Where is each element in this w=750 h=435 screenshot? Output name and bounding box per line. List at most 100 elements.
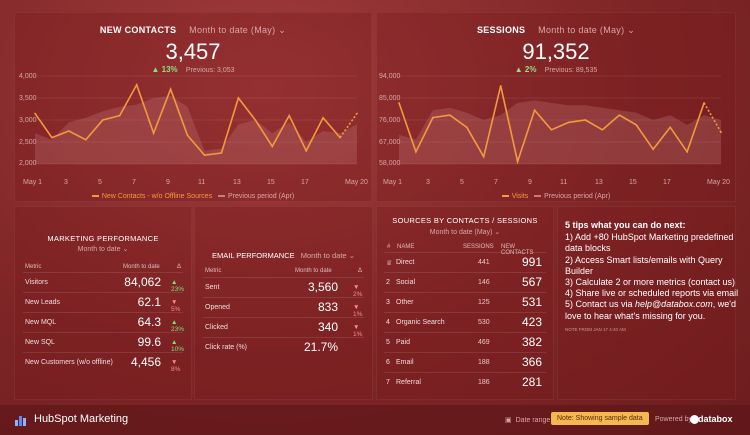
source-contacts: 281 — [521, 375, 542, 389]
calendar-icon: ▣ — [505, 417, 512, 424]
triangle-up-icon: ▲ — [514, 65, 523, 74]
data-point — [135, 84, 138, 86]
sources-panel: SOURCES BY CONTACTS / SESSIONS Month to … — [376, 206, 554, 400]
header-contacts: NEW CONTACTS — [501, 244, 534, 256]
data-point — [169, 88, 172, 90]
tip-item: 2) Access Smart lists/emails with Query … — [565, 254, 723, 276]
source-name: Social — [396, 279, 416, 286]
new-contacts-chart — [34, 75, 358, 165]
tips-title: 5 tips what you can do next: — [565, 220, 686, 230]
databox-logo-icon — [690, 415, 699, 424]
legend-current: New Contacts - w/o Offline Sources — [101, 193, 213, 200]
data-point — [356, 112, 358, 115]
table-row: Visitors 84,062 ▲ 23% — [23, 272, 184, 293]
header-idx: # — [387, 244, 391, 250]
legend-swatch-previous — [534, 195, 542, 198]
legend-swatch-current — [501, 195, 509, 198]
data-point — [703, 102, 705, 104]
x-tick: May 1 — [23, 179, 43, 186]
series-current-projection — [703, 102, 722, 133]
table-row: Clicked 340 ▼ 1% — [203, 317, 364, 338]
y-tick: 2,000 — [19, 160, 37, 167]
x-tick: 7 — [132, 179, 136, 186]
triangle-up-icon: ▲ — [151, 65, 160, 74]
source-contacts: 567 — [521, 275, 542, 289]
marketing-range-dropdown[interactable]: Month to date ⌄ — [77, 246, 129, 253]
date-range-button[interactable]: ▣ Date range — [505, 417, 551, 424]
data-point — [85, 139, 87, 141]
source-row: 7 Referral 186 281 — [384, 372, 546, 392]
legend-previous: Previous period (Apr) — [228, 193, 295, 200]
header-delta: Δ — [177, 264, 182, 270]
chevron-down-icon: ⌄ — [348, 251, 355, 260]
source-sessions: 441 — [478, 259, 490, 266]
data-point — [516, 160, 519, 163]
chevron-down-icon: ⌄ — [627, 25, 636, 35]
databox-logo[interactable]: databox — [698, 414, 733, 424]
data-point — [34, 112, 36, 115]
data-point — [220, 152, 223, 154]
y-tick: 3,500 — [19, 95, 37, 102]
new-contacts-previous: Previous: 3,053 — [185, 67, 235, 74]
header-metric: Metric — [25, 264, 42, 270]
source-row: 5 Paid 469 382 — [384, 332, 546, 352]
source-row: 4 Organic Search 530 423 — [384, 312, 546, 332]
source-rank: 2 — [386, 279, 390, 286]
tip-item: 1) Add +80 HubSpot Marketing predefined … — [565, 232, 734, 254]
source-rank: 4 — [386, 319, 390, 326]
x-tick: 13 — [233, 179, 241, 186]
x-tick: 5 — [98, 179, 102, 186]
data-point — [51, 136, 53, 139]
sessions-range-dropdown[interactable]: Month to date (May) ⌄ — [538, 25, 636, 35]
source-contacts: 991 — [521, 255, 542, 269]
new-contacts-value: 3,457 — [165, 39, 221, 64]
legend-swatch-current — [91, 195, 99, 198]
new-contacts-delta: ▲ 13% — [151, 65, 178, 74]
x-tick: 13 — [595, 179, 603, 186]
data-point — [415, 150, 417, 153]
email-range-dropdown[interactable]: Month to date ⌄ — [300, 251, 355, 260]
source-name: Direct — [396, 259, 415, 266]
sources-range-dropdown[interactable]: Month to date (May) ⌄ — [429, 229, 501, 236]
source-sessions: 146 — [478, 279, 490, 286]
source-rank: ♕ — [386, 260, 393, 267]
data-point — [288, 114, 291, 117]
chevron-down-icon: ⌄ — [122, 246, 129, 253]
data-point — [186, 134, 189, 137]
support-email-link[interactable]: help@databox.com — [635, 299, 713, 310]
data-point — [686, 150, 688, 153]
header-name: NAME — [397, 244, 415, 250]
y-tick: 85,000 — [379, 95, 401, 102]
source-sessions: 188 — [478, 359, 490, 366]
email-title: EMAIL PERFORMANCE — [211, 251, 295, 260]
x-tick: 9 — [166, 179, 170, 186]
data-point — [584, 119, 587, 121]
data-point — [237, 97, 240, 99]
header-period: Month to date — [123, 264, 160, 270]
data-point — [449, 114, 451, 116]
data-point — [305, 150, 307, 152]
source-row: ♕ Direct 441 991 — [384, 252, 546, 272]
source-rank: 5 — [386, 339, 390, 346]
data-point — [101, 119, 104, 121]
data-point — [618, 114, 621, 116]
data-point — [669, 126, 671, 129]
source-row: 6 Email 188 366 — [384, 352, 546, 372]
new-contacts-range-dropdown[interactable]: Month to date (May) ⌄ — [189, 25, 287, 35]
y-tick: 4,000 — [19, 73, 37, 80]
data-point — [533, 109, 536, 112]
y-tick: 94,000 — [379, 73, 401, 80]
source-rank: 7 — [386, 379, 390, 386]
x-tick: 9 — [528, 179, 532, 186]
table-row: Opened 833 ▼ 1% — [203, 297, 364, 318]
sample-data-badge[interactable]: Note: Showing sample data — [551, 412, 649, 425]
data-point — [68, 130, 70, 132]
tip-item: 4) Share live or scheduled reports via e… — [565, 288, 739, 299]
source-rank: 3 — [386, 299, 390, 306]
x-tick: 3 — [64, 179, 68, 186]
tips-panel — [557, 206, 736, 400]
series-current-projection — [339, 112, 358, 139]
x-tick: 11 — [560, 179, 568, 186]
data-point — [152, 132, 155, 134]
data-point — [271, 145, 274, 148]
